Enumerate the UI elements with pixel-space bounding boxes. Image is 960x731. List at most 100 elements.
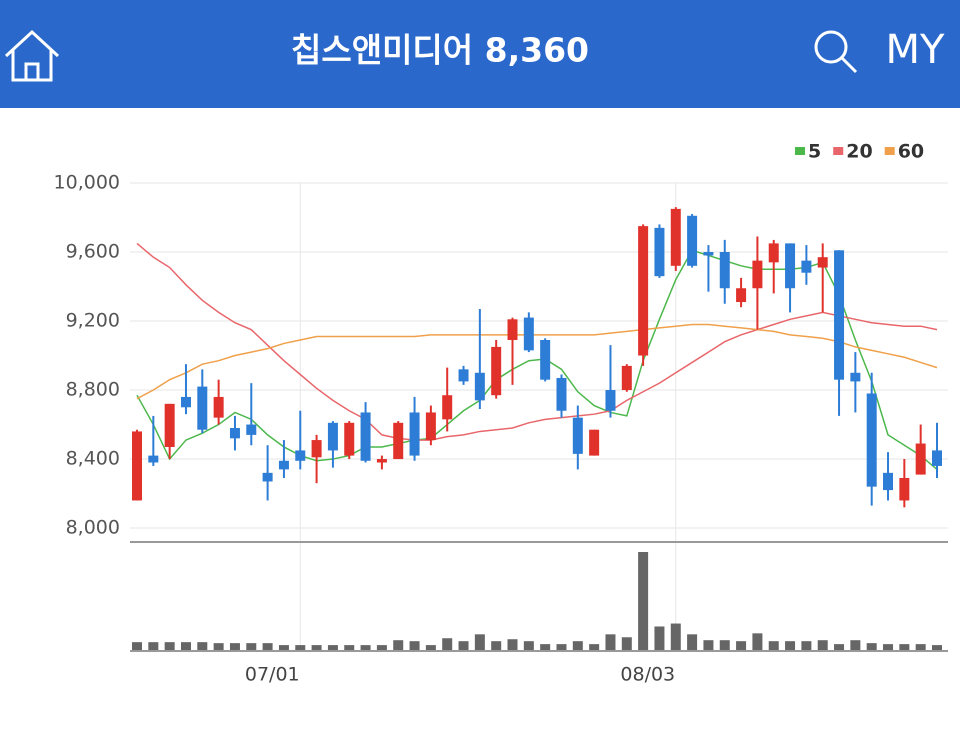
candle-body: [311, 440, 322, 458]
x-tick-label: 07/01: [245, 664, 300, 686]
candle-body: [638, 226, 649, 356]
candle-body: [393, 422, 404, 460]
candle-body: [262, 472, 273, 482]
legend-swatch: [884, 147, 895, 155]
y-tick-label: 9,200: [66, 310, 120, 332]
candle-body: [213, 396, 224, 418]
candle-body: [180, 396, 191, 408]
candle-body: [621, 365, 632, 391]
volume-bar: [785, 641, 796, 650]
candle-body: [866, 393, 877, 487]
candle-body: [834, 250, 845, 380]
volume-bar: [213, 643, 224, 650]
volume-bar: [654, 626, 665, 650]
candle-body: [801, 260, 812, 273]
volume-bar: [344, 645, 355, 650]
candle-body: [132, 431, 142, 501]
volume-bar: [491, 641, 502, 650]
volume-bar: [376, 645, 387, 650]
y-tick-label: 8,800: [66, 379, 120, 401]
candle-body: [376, 459, 387, 463]
volume-bar: [883, 644, 894, 650]
volume-bar: [393, 640, 404, 650]
volume-bar: [311, 645, 322, 650]
search-icon-handle: [840, 56, 858, 74]
volume-bar: [866, 643, 877, 650]
volume-bar: [850, 640, 861, 650]
volume-bar: [327, 645, 338, 650]
candle-body: [719, 252, 730, 289]
volume-bar: [164, 642, 175, 650]
volume-bar: [915, 644, 926, 650]
candle-body: [458, 369, 469, 382]
candle-body: [768, 243, 779, 263]
search-button[interactable]: [814, 30, 858, 74]
volume-bar: [752, 633, 763, 650]
volume-bar: [295, 645, 306, 650]
candle-body: [670, 208, 681, 266]
candle-body: [654, 227, 665, 277]
y-tick-label: 9,600: [66, 241, 120, 263]
y-tick-label: 10,000: [54, 172, 120, 194]
volume-bar: [360, 645, 371, 650]
candle-body: [899, 478, 910, 501]
y-tick-label: 8,400: [66, 448, 120, 470]
volume-bar: [589, 644, 600, 650]
legend-label: 60: [898, 141, 924, 163]
candle-body: [360, 412, 371, 461]
candle-body: [915, 443, 926, 475]
moving-average-line: [136, 242, 938, 441]
volume-bar: [768, 641, 779, 650]
volume-bar: [132, 642, 142, 650]
volume-bar: [425, 645, 436, 650]
volume-bar: [474, 634, 485, 650]
candle-body: [605, 390, 616, 411]
volume-bar: [621, 637, 632, 650]
volume-bar: [899, 644, 910, 650]
candle-body: [278, 460, 289, 470]
volume-bar: [458, 641, 469, 650]
volume-bar: [197, 642, 208, 650]
volume-bar: [736, 641, 747, 650]
volume-bar: [687, 634, 698, 650]
candle-body: [540, 340, 551, 380]
page-title: 칩스앤미디어 8,360: [291, 31, 589, 70]
candle-body: [474, 372, 485, 401]
candle-body: [589, 429, 600, 456]
volume-bar: [605, 634, 616, 650]
volume-bar: [817, 640, 828, 650]
legend-swatch: [795, 147, 805, 155]
moving-average-line: [136, 249, 938, 470]
volume-bar: [556, 644, 567, 650]
candle-body: [752, 260, 763, 289]
volume-bar: [229, 643, 240, 650]
volume-bar: [246, 643, 257, 650]
candle-body: [327, 422, 338, 451]
candle-body: [491, 346, 502, 396]
volume-bar: [932, 645, 942, 650]
home-button[interactable]: [4, 29, 60, 82]
volume-bar: [540, 644, 551, 650]
candle-body: [229, 427, 240, 439]
candle-body: [148, 455, 159, 463]
volume-bar: [442, 638, 453, 650]
candle-body: [246, 424, 257, 435]
my-button[interactable]: MY: [886, 27, 946, 73]
header-bar: [0, 0, 960, 108]
legend-label: 5: [808, 141, 821, 163]
candle-body: [932, 450, 942, 466]
volume-bar: [638, 552, 649, 650]
volume-bar: [262, 643, 273, 650]
candle-body: [197, 386, 208, 430]
volume-bar: [148, 642, 159, 650]
candle-body: [572, 417, 583, 454]
candle-body: [817, 257, 828, 268]
volume-bar: [670, 623, 681, 650]
volume-bar: [409, 641, 420, 650]
legend-label: 20: [846, 141, 872, 163]
candle-body: [703, 252, 714, 256]
volume-bar: [507, 639, 518, 650]
y-tick-label: 8,000: [66, 517, 120, 539]
candle-body: [883, 472, 894, 491]
